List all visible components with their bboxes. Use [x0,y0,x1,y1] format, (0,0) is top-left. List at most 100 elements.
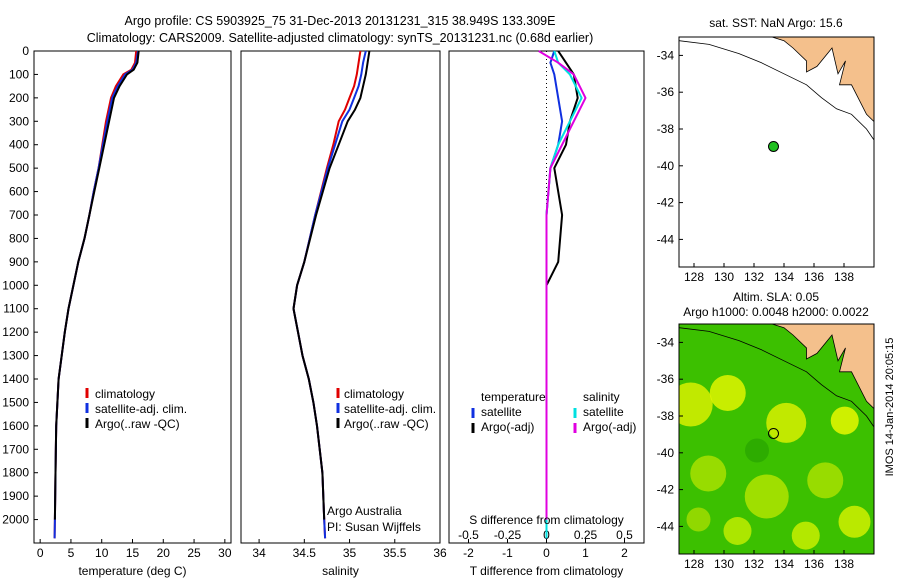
sst-map-land [771,37,874,123]
temperature-panel-frame [33,50,232,544]
sla-map-ytick-label-5: -44 [657,519,675,533]
difference-series-3-line [538,50,587,520]
sla-map-ytick-label-3: -40 [657,446,675,460]
sst-map-argo-float-marker-0 [768,140,779,152]
temperature-ytick-label-3: 300 [9,114,29,128]
temperature-xtick-label-4: 20 [157,546,171,560]
difference-xtick-label-0: -2 [463,546,474,560]
temperature-series-0-line [53,50,138,539]
temperature-ytick-label-18: 1800 [2,466,29,480]
temperature-ytick-label-8: 800 [9,231,29,245]
temperature-ytick-label-1: 100 [9,67,29,81]
difference-legend-temperature-heading: temperature [481,390,546,404]
temperature-series-2-line [53,50,140,520]
temperature-ytick-label-14: 1400 [2,372,29,386]
temperature-ytick-label-6: 600 [9,185,29,199]
sla-map-ytick-label-1: -36 [657,372,675,386]
sla-map-plot-area [679,324,874,554]
sst-map-ytick-label-2: -38 [657,122,675,136]
sla-map-title-line2: Argo h1000: 0.0048 h2000: 0.0022 [683,305,869,319]
temperature-ytick-label-11: 1100 [3,302,29,316]
imos-watermark: IMOS 14-Jan-2014 20:05:15 [884,338,896,477]
sla-map-ytick-label-4: -42 [657,483,675,497]
temperature-ytick-label-2: 200 [9,91,29,105]
sla-map-land [771,324,874,410]
figure-title-line1: Argo profile: CS 5903925_75 31-Dec-2013 … [125,14,556,28]
sla-map-xtick-label-5: 138 [834,557,854,571]
temperature-ytick-label-20: 2000 [2,513,29,527]
sla-map-xtick-label-4: 136 [804,557,824,571]
sla-map-xtick-label-0: 128 [684,557,704,571]
difference-top-tick-label-4: 0.5 [616,528,633,542]
sst-map-title: sat. SST: NaN Argo: 15.6 [709,16,843,30]
sst-map-ytick-label-3: -40 [657,159,675,173]
difference-xtick-label-1: -1 [502,546,513,560]
sla-map-xtick-label-3: 134 [774,557,794,571]
sst-map-xtick-label-4: 136 [804,270,824,284]
difference-legend-salinity-label-0: satellite [583,405,624,419]
temperature-ytick-label-0: 0 [22,44,29,58]
temperature-ytick-label-10: 1000 [2,278,29,292]
temperature-ytick-label-7: 700 [9,208,29,222]
temperature-xtick-label-0: 0 [37,546,44,560]
sla-map-ytick-label-0: -34 [657,335,675,349]
temperature-series-1-line [53,50,139,539]
difference-top-tick-label-0: -0.5 [458,528,479,542]
sst-map-ytick-label-0: -34 [657,48,675,62]
salinity-xtick-label-2: 35 [343,546,357,560]
sst-map-xtick-label-0: 128 [684,270,704,284]
temperature-xtick-label-1: 5 [68,546,75,560]
sla-map-title-line1: Altim. SLA: 0.05 [733,290,819,304]
sst-map-ytick-label-5: -44 [657,232,675,246]
salinity-panel-frame [240,50,441,544]
sst-map-xtick-label-1: 130 [714,270,734,284]
salinity-series-1-line [292,50,367,539]
sla-anomaly-patch-11 [745,438,769,463]
salinity-annotation-1: PI: Susan Wijffels [327,520,421,534]
salinity-legend-label-1: satellite-adj. clim. [344,402,436,416]
salinity-legend-label-0: climatology [344,387,404,401]
sla-map-frame [678,323,875,555]
sla-map-xtick-label-1: 130 [714,557,734,571]
sla-map-shelf-contour [679,327,874,428]
sst-map-xtick-label-5: 138 [834,270,854,284]
difference-series-0-line [545,50,564,539]
temperature-legend-label-1: satellite-adj. clim. [95,402,187,416]
sst-map-shelf-contour [679,40,874,141]
temperature-ytick-label-9: 900 [9,255,29,269]
temperature-ytick-label-13: 1300 [2,349,29,363]
sla-anomaly-patch-8 [723,517,752,545]
difference-legend-temperature-label-1: Argo(-adj) [481,420,534,434]
sla-anomaly-patch-9 [791,521,820,550]
difference-legend-temperature-label-0: satellite [481,405,522,419]
sst-map-frame [678,36,875,268]
salinity-legend-label-2: Argo(..raw -QC) [344,417,429,431]
difference-top-tick-label-3: 0.25 [574,528,598,542]
salinity-annotation-0: Argo Australia [327,504,402,518]
salinity-series-0-line [292,50,362,539]
temperature-xtick-label-2: 10 [95,546,109,560]
salinity-xtick-label-0: 34 [252,546,266,560]
sla-anomaly-patch-10 [686,507,711,532]
salinity-series-2-line [292,50,371,520]
sla-map-xtick-label-2: 132 [744,557,764,571]
temperature-ytick-label-4: 400 [9,138,29,152]
sla-anomaly-patch-2 [766,402,807,443]
temperature-legend-label-2: Argo(..raw -QC) [95,417,180,431]
difference-xtick-label-2: 0 [543,546,550,560]
sst-map-ytick-label-4: -42 [657,196,675,210]
temperature-xtick-label-3: 15 [126,546,140,560]
sla-anomaly-patch-4 [690,455,727,492]
figure-title-line2: Climatology: CARS2009. Satellite-adjuste… [87,31,594,45]
temperature-ytick-label-19: 1900 [2,489,29,503]
temperature-x-axis-label: temperature (deg C) [78,564,186,578]
salinity-xtick-label-3: 35.5 [383,546,407,560]
salinity-x-axis-label: salinity [322,564,359,578]
sla-anomaly-patch-6 [807,462,844,499]
sst-map-ytick-label-1: -36 [657,85,675,99]
difference-xtick-label-4: 2 [621,546,628,560]
sla-anomaly-patch-7 [838,505,871,538]
sst-map-plot-area [679,37,874,141]
sla-map-ytick-label-2: -38 [657,409,675,423]
